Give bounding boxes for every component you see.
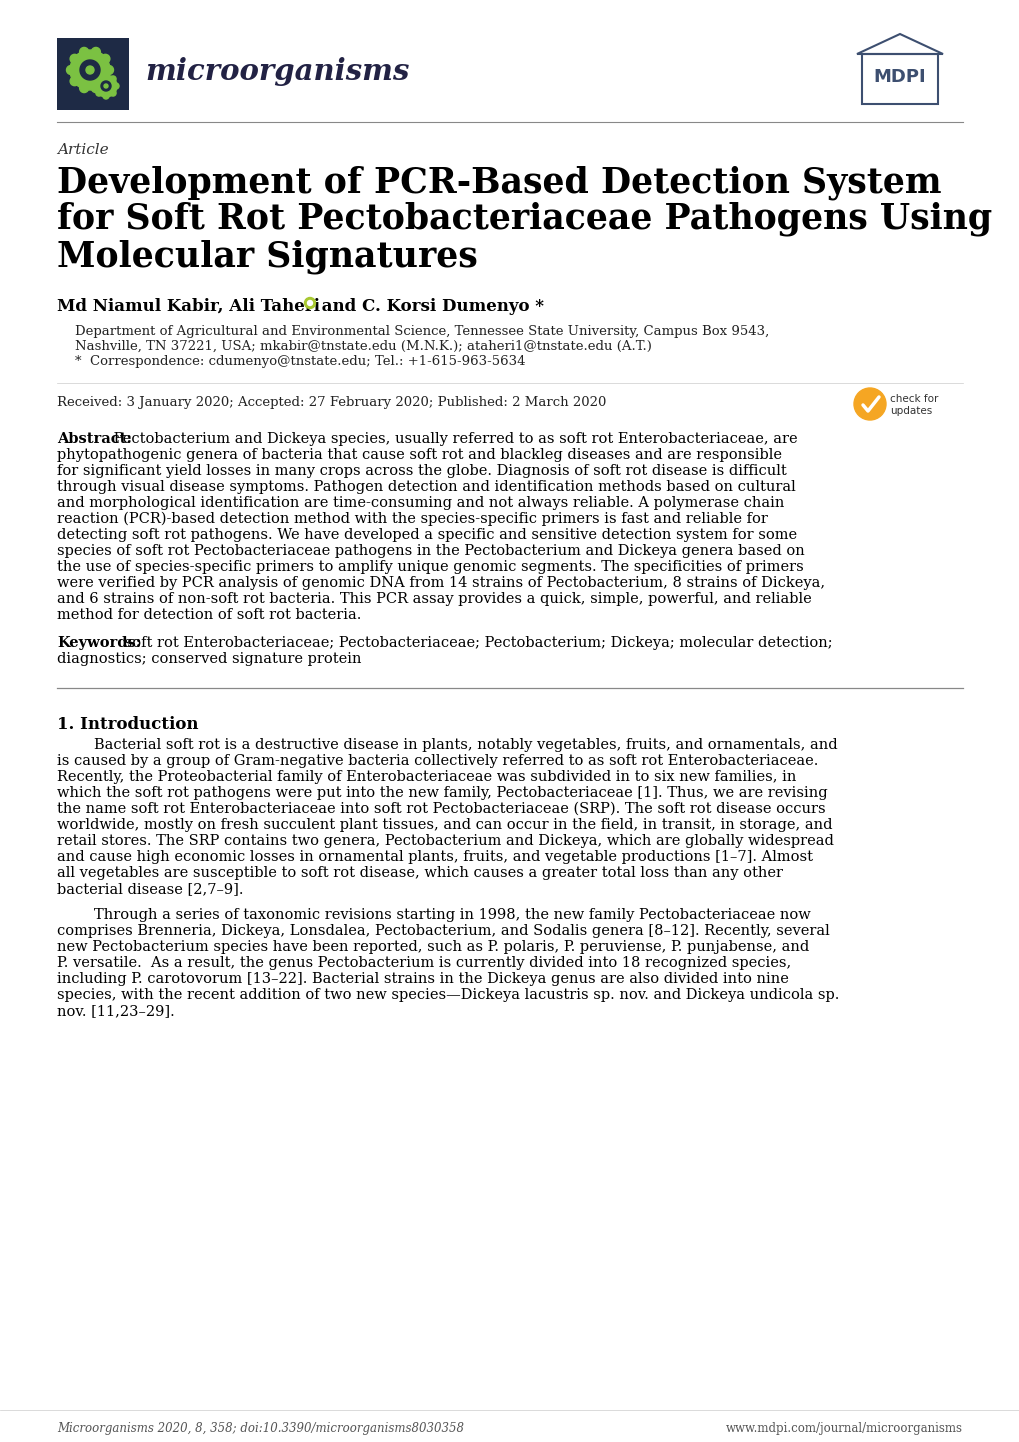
- Circle shape: [79, 61, 100, 79]
- Circle shape: [113, 84, 119, 89]
- Circle shape: [96, 76, 102, 82]
- Text: for significant yield losses in many crops across the globe. Diagnosis of soft r: for significant yield losses in many cro…: [57, 464, 786, 477]
- Circle shape: [95, 75, 117, 97]
- Text: diagnostics; conserved signature protein: diagnostics; conserved signature protein: [57, 652, 361, 666]
- Text: through visual disease symptoms. Pathogen detection and identification methods b: through visual disease symptoms. Pathoge…: [57, 480, 795, 495]
- Text: microorganisms: microorganisms: [145, 58, 409, 87]
- Circle shape: [110, 89, 116, 97]
- Text: the name soft rot Enterobacteriaceae into soft rot Pectobacteriaceae (SRP). The : the name soft rot Enterobacteriaceae int…: [57, 802, 824, 816]
- Circle shape: [70, 50, 110, 89]
- Text: and C. Korsi Dumenyo *: and C. Korsi Dumenyo *: [316, 298, 543, 314]
- Circle shape: [70, 55, 79, 63]
- Text: Abstract:: Abstract:: [57, 433, 131, 446]
- Circle shape: [66, 65, 75, 75]
- Text: species of soft rot Pectobacteriaceae pathogens in the Pectobacterium and Dickey: species of soft rot Pectobacteriaceae pa…: [57, 544, 804, 558]
- Circle shape: [79, 48, 89, 56]
- Text: Department of Agricultural and Environmental Science, Tennessee State University: Department of Agricultural and Environme…: [75, 324, 768, 337]
- Text: MDPI: MDPI: [873, 68, 925, 87]
- Text: reaction (PCR)-based detection method with the species-specific primers is fast : reaction (PCR)-based detection method wi…: [57, 512, 767, 526]
- Text: detecting soft rot pathogens. We have developed a specific and sensitive detecti: detecting soft rot pathogens. We have de…: [57, 528, 796, 542]
- Text: were verified by PCR analysis of genomic DNA from 14 strains of Pectobacterium, : were verified by PCR analysis of genomic…: [57, 575, 824, 590]
- Text: Molecular Signatures: Molecular Signatures: [57, 239, 477, 274]
- Text: retail stores. The SRP contains two genera, Pectobacterium and Dickeya, which ar: retail stores. The SRP contains two gene…: [57, 833, 834, 848]
- Text: Pectobacterium and Dickeya species, usually referred to as soft rot Enterobacter: Pectobacterium and Dickeya species, usua…: [109, 433, 797, 446]
- Text: and 6 strains of non-soft rot bacteria. This PCR assay provides a quick, simple,: and 6 strains of non-soft rot bacteria. …: [57, 593, 811, 606]
- Circle shape: [93, 84, 99, 89]
- Circle shape: [96, 89, 102, 97]
- Text: 1. Introduction: 1. Introduction: [57, 717, 199, 733]
- Text: Microorganisms 2020, 8, 358; doi:10.3390/microorganisms8030358: Microorganisms 2020, 8, 358; doi:10.3390…: [57, 1422, 464, 1435]
- Text: Article: Article: [57, 143, 108, 157]
- Text: P. versatile.  As a result, the genus Pectobacterium is currently divided into 1: P. versatile. As a result, the genus Pec…: [57, 956, 791, 970]
- Text: for Soft Rot Pectobacteriaceae Pathogens Using: for Soft Rot Pectobacteriaceae Pathogens…: [57, 202, 991, 236]
- Text: soft rot Enterobacteriaceae; Pectobacteriaceae; Pectobacterium; Dickeya; molecul: soft rot Enterobacteriaceae; Pectobacter…: [120, 636, 832, 650]
- Circle shape: [103, 74, 109, 79]
- Circle shape: [853, 388, 886, 420]
- Text: species, with the recent addition of two new species—Dickeya lacustris sp. nov. : species, with the recent addition of two…: [57, 988, 839, 1002]
- Circle shape: [70, 76, 79, 85]
- Text: new Pectobacterium species have been reported, such as P. polaris, P. peruviense: new Pectobacterium species have been rep…: [57, 940, 808, 955]
- Circle shape: [79, 84, 89, 92]
- Text: method for detection of soft rot bacteria.: method for detection of soft rot bacteri…: [57, 609, 361, 622]
- Text: check for
updates: check for updates: [890, 394, 937, 417]
- Circle shape: [104, 84, 108, 88]
- Text: comprises Brenneria, Dickeya, Lonsdalea, Pectobacterium, and Sodalis genera [8–1: comprises Brenneria, Dickeya, Lonsdalea,…: [57, 924, 828, 937]
- Text: Keywords:: Keywords:: [57, 636, 141, 650]
- FancyBboxPatch shape: [57, 37, 128, 110]
- Text: *  Correspondence: cdumenyo@tnstate.edu; Tel.: +1-615-963-5634: * Correspondence: cdumenyo@tnstate.edu; …: [75, 355, 525, 368]
- Circle shape: [110, 76, 116, 82]
- Text: the use of species-specific primers to amplify unique genomic segments. The spec: the use of species-specific primers to a…: [57, 559, 803, 574]
- Text: is caused by a group of Gram-negative bacteria collectively referred to as soft : is caused by a group of Gram-negative ba…: [57, 754, 817, 769]
- Text: Bacterial soft rot is a destructive disease in plants, notably vegetables, fruit: Bacterial soft rot is a destructive dise…: [57, 738, 837, 751]
- Text: Md Niamul Kabir, Ali Taheri: Md Niamul Kabir, Ali Taheri: [57, 298, 320, 314]
- Text: Nashville, TN 37221, USA; mkabir@tnstate.edu (M.N.K.); ataheri1@tnstate.edu (A.T: Nashville, TN 37221, USA; mkabir@tnstate…: [75, 340, 651, 353]
- Circle shape: [101, 55, 110, 63]
- Text: Recently, the Proteobacterial family of Enterobacteriaceae was subdivided in to : Recently, the Proteobacterial family of …: [57, 770, 796, 784]
- Circle shape: [307, 300, 312, 306]
- Circle shape: [103, 92, 109, 99]
- Text: all vegetables are susceptible to soft rot disease, which causes a greater total: all vegetables are susceptible to soft r…: [57, 867, 783, 880]
- Text: Through a series of taxonomic revisions starting in 1998, the new family Pectoba: Through a series of taxonomic revisions …: [57, 908, 810, 921]
- Text: and cause high economic losses in ornamental plants, fruits, and vegetable produ: and cause high economic losses in orname…: [57, 849, 812, 864]
- Text: worldwide, mostly on fresh succulent plant tissues, and can occur in the field, : worldwide, mostly on fresh succulent pla…: [57, 818, 832, 832]
- Circle shape: [92, 48, 100, 56]
- Circle shape: [92, 84, 100, 92]
- Circle shape: [86, 66, 94, 74]
- Text: nov. [11,23–29].: nov. [11,23–29].: [57, 1004, 174, 1018]
- FancyBboxPatch shape: [861, 53, 937, 104]
- Text: Development of PCR-Based Detection System: Development of PCR-Based Detection Syste…: [57, 164, 941, 199]
- Text: www.mdpi.com/journal/microorganisms: www.mdpi.com/journal/microorganisms: [726, 1422, 962, 1435]
- Circle shape: [104, 65, 113, 75]
- Text: and morphological identification are time-consuming and not always reliable. A p: and morphological identification are tim…: [57, 496, 784, 510]
- Circle shape: [305, 297, 315, 309]
- Circle shape: [101, 81, 111, 91]
- Text: phytopathogenic genera of bacteria that cause soft rot and blackleg diseases and: phytopathogenic genera of bacteria that …: [57, 448, 782, 461]
- Text: including P. carotovorum [13–22]. Bacterial strains in the Dickeya genus are als: including P. carotovorum [13–22]. Bacter…: [57, 972, 788, 986]
- Text: which the soft rot pathogens were put into the new family, Pectobacteriaceae [1]: which the soft rot pathogens were put in…: [57, 786, 826, 800]
- Text: bacterial disease [2,7–9].: bacterial disease [2,7–9].: [57, 883, 244, 895]
- Circle shape: [101, 76, 110, 85]
- Text: Received: 3 January 2020; Accepted: 27 February 2020; Published: 2 March 2020: Received: 3 January 2020; Accepted: 27 F…: [57, 397, 605, 410]
